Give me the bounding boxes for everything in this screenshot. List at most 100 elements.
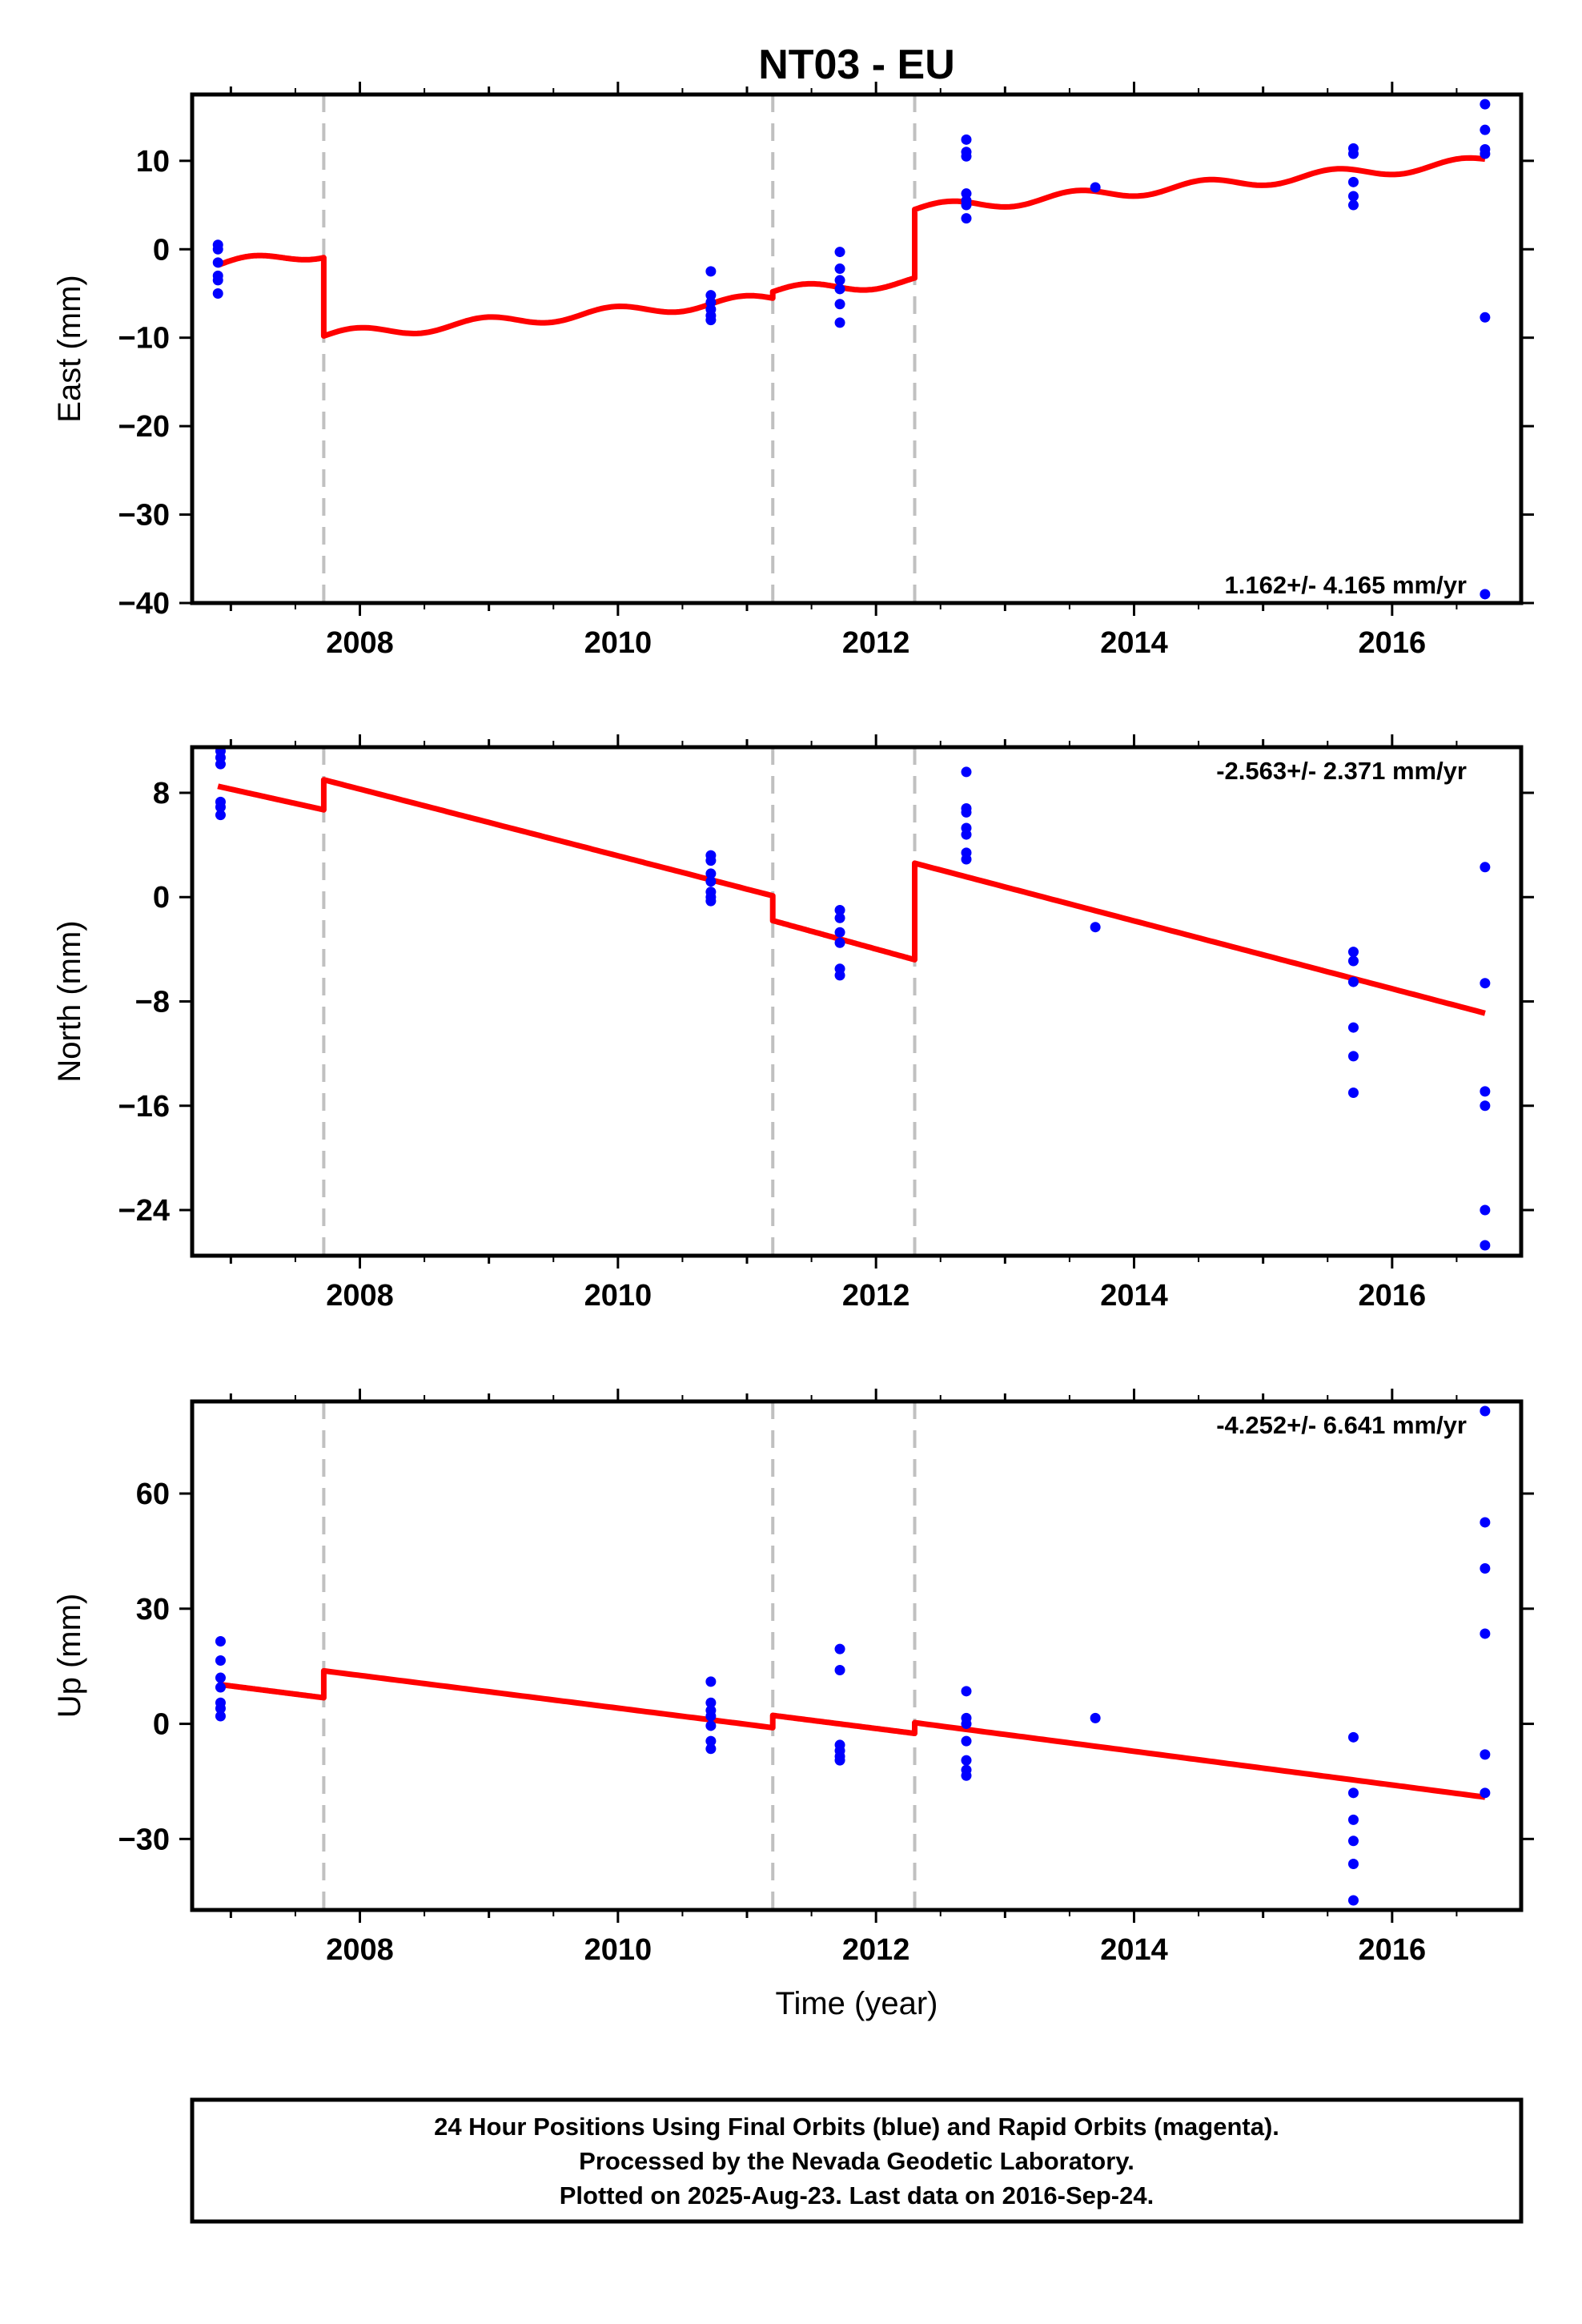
data-point [1480,99,1491,110]
caption-line-1: 24 Hour Positions Using Final Orbits (bl… [434,2113,1279,2141]
data-point [1480,978,1491,989]
data-point [961,134,972,145]
x-tick-label: 2008 [326,1279,394,1313]
data-point [212,287,223,299]
rate-annotation: -4.252+/- 6.641 mm/yr [1216,1411,1467,1439]
data-point [834,283,845,295]
rate-annotation: -2.563+/- 2.371 mm/yr [1216,757,1467,785]
data-point [1480,1517,1491,1528]
data-point [705,1676,717,1687]
y-tick-label: 30 [136,1593,170,1626]
y-tick-label: −8 [135,986,170,1019]
data-point [961,1755,972,1766]
data-point [961,829,972,840]
data-point [212,275,223,286]
figure-title: NT03 - EU [758,42,955,88]
x-tick-label: 2014 [1100,1279,1168,1313]
data-point [1480,148,1491,159]
x-tick-label: 2012 [842,1933,910,1967]
data-point [1347,1787,1359,1799]
data-point [1480,1086,1491,1097]
caption-line-3: Plotted on 2025-Aug-23. Last data on 201… [560,2181,1154,2209]
data-point [834,1643,845,1655]
y-tick-label: 0 [153,233,170,267]
data-point [1347,947,1359,958]
y-axis-label: East (mm) [52,275,87,422]
data-point [1347,148,1359,159]
data-point [212,257,223,268]
data-point [215,1682,226,1693]
data-point [215,1711,226,1722]
data-point [1480,1204,1491,1216]
data-point [212,243,223,255]
y-tick-label: 0 [153,1708,170,1742]
data-point [834,970,845,981]
data-point [215,1655,226,1666]
data-point [705,895,717,907]
data-point [834,1755,845,1766]
data-point [1480,312,1491,323]
data-point [961,1735,972,1747]
y-tick-label: 10 [136,145,170,179]
data-point [1347,1087,1359,1098]
data-point [1347,1731,1359,1743]
data-point [705,266,717,277]
data-point [834,1664,845,1675]
data-point [215,1672,226,1683]
caption-frame [190,2097,1524,2224]
data-point [705,1735,717,1747]
data-point [834,912,845,923]
data-point [1347,976,1359,987]
data-point [215,1703,226,1714]
data-point [705,1720,717,1731]
data-point [834,275,845,286]
x-tick-label: 2012 [842,1279,910,1313]
x-tick-label: 2012 [842,626,910,660]
x-axis-label: Time (year) [776,1986,938,2021]
data-point [705,315,717,326]
data-point [1090,1712,1101,1723]
panels: 2008 2010 2012 2014 2016 −40 −30 −20 −10 0 10 East … [52,82,1534,1967]
data-point [215,802,226,813]
data-point [834,927,845,938]
panel-east: 2008 2010 2012 2014 2016 −40 −30 −20 −10 0 10 East … [52,82,1534,660]
x-tick-label: 2010 [584,626,652,660]
data-point [961,766,972,778]
y-tick-label: 60 [136,1478,170,1511]
data-point [1480,124,1491,135]
y-tick-label: −20 [118,410,170,444]
panel-up: 2008 2010 2012 2014 2016 −30 0 30 60 Up (mm) -4.25… [52,1389,1534,1967]
data-point [1480,1240,1491,1251]
data-point [1347,199,1359,211]
data-point [834,247,845,258]
data-point [215,758,226,770]
data-point [1347,1895,1359,1906]
data-point [705,1743,717,1755]
data-point [961,1686,972,1697]
panel-frame [190,92,1524,605]
data-point [961,151,972,162]
data-point [961,213,972,224]
data-point [961,1719,972,1730]
plot-area [215,1405,1491,1906]
data-point [834,299,845,310]
y-tick-label: −30 [118,499,170,533]
data-point [705,876,717,887]
y-tick-label: −16 [118,1090,170,1124]
y-axis-label: North (mm) [52,920,87,1082]
data-point [834,937,845,948]
data-point [1347,1022,1359,1033]
model-fit-line [215,777,1486,1016]
data-point [705,868,717,879]
data-point [834,263,845,275]
model-fit-line [215,1667,1486,1800]
data-point [705,1697,717,1708]
x-tick-label: 2008 [326,626,394,660]
data-point [1480,589,1491,600]
data-point [705,855,717,866]
data-point [1480,1562,1491,1574]
caption-line-2: Processed by the Nevada Geodetic Laborat… [579,2147,1134,2175]
data-point [215,810,226,821]
y-tick-label: −24 [118,1194,170,1228]
